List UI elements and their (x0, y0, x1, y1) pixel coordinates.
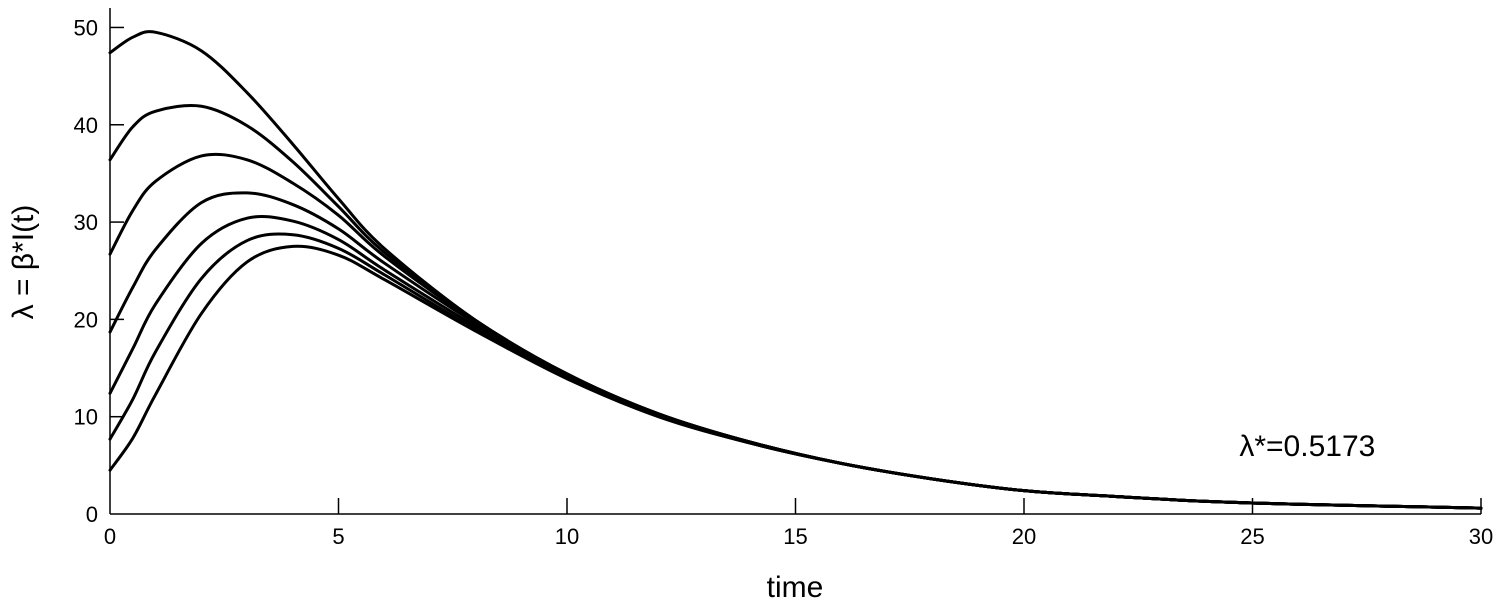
x-tick-label: 20 (1012, 524, 1036, 549)
x-axis-title: time (767, 571, 824, 604)
x-tick-label: 0 (104, 524, 116, 549)
y-tick-label: 50 (74, 15, 98, 40)
series-line-5 (108, 215, 1483, 510)
y-tick-label: 10 (74, 405, 98, 430)
y-tick-label: 20 (74, 307, 98, 332)
lambda-star-annotation: λ*=0.5173 (1239, 430, 1375, 463)
y-axis-title: λ = β*I(t) (7, 205, 40, 320)
series-line-7 (108, 244, 1483, 510)
y-tick-label: 0 (86, 502, 98, 527)
x-tick-label: 25 (1240, 524, 1264, 549)
x-tick-label: 30 (1469, 524, 1493, 549)
series-lines (108, 30, 1483, 510)
x-tick-label: 5 (332, 524, 344, 549)
y-tick-label: 30 (74, 210, 98, 235)
y-tick-label: 40 (74, 113, 98, 138)
series-line-6 (108, 232, 1483, 510)
axes: 0 5 10 15 20 25 30 0 10 20 30 40 50 (74, 8, 1493, 549)
x-tick-label: 10 (555, 524, 579, 549)
x-tick-label: 15 (783, 524, 807, 549)
